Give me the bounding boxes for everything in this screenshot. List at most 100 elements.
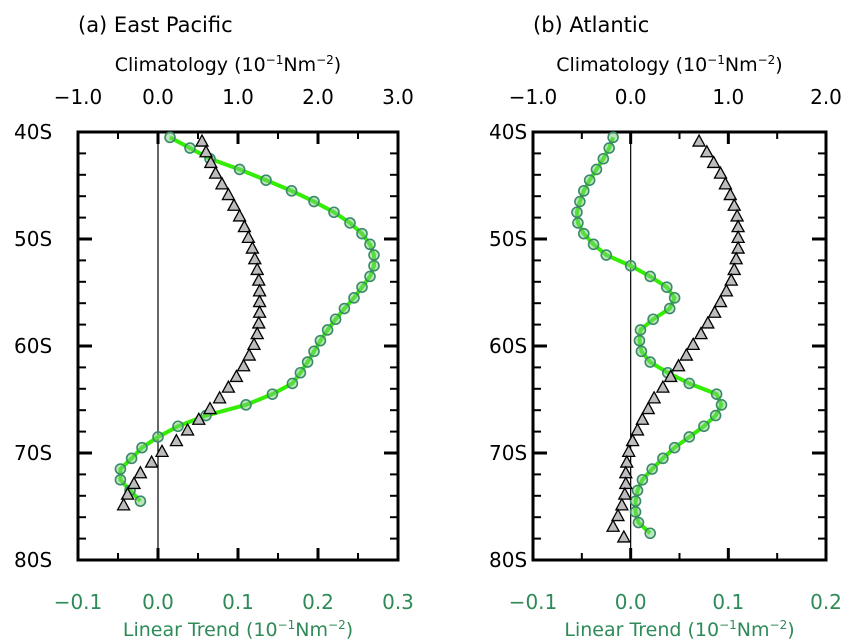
y-tick-label: 50S [14,227,52,251]
climatology-point [647,390,662,404]
trend-point [356,281,368,293]
trend-point [184,142,196,154]
panel-title: (a) East Pacific [78,13,233,37]
top-axis-title: Climatology (10−1Nm−2) [556,53,782,76]
bottom-axis-title-close: ) [346,619,353,640]
climatology-point [169,433,184,447]
climatology-point [729,251,744,265]
bottom-axis-title: Linear Trend (10−1Nm−2) [564,618,794,640]
climatology-point [671,358,686,372]
climatology-point [202,401,218,415]
trend-point [683,377,696,390]
climatology-point [229,369,244,383]
climatology-point [700,315,715,329]
climatology-point [214,176,230,190]
trend-point [344,217,356,229]
top-tick-label: −1.0 [509,85,558,109]
climatology-point [208,165,223,179]
climatology-point [251,272,266,286]
climatology-point [120,486,135,500]
trend-point [633,334,646,347]
climatology-point [616,529,631,543]
climatology-point [226,197,242,211]
climatology-point [245,240,260,254]
trend-point [233,163,246,176]
climatology-point [691,133,707,147]
trend-point [644,270,657,283]
trend-point [266,388,279,400]
climatology-point [144,454,159,468]
trend-point [668,292,681,304]
bottom-axis-title: Linear Trend (10−1Nm−2) [123,618,353,640]
top-axis-title-exp2: −2 [316,53,334,67]
trend-point [661,281,673,293]
climatology-point [730,208,745,222]
bottom-axis-title-exp: −1 [719,618,737,632]
bottom-axis-title-label: Linear Trend (10 [123,619,278,640]
climatology-point [250,326,265,340]
climatology-point [116,497,131,511]
trend-point [368,259,380,272]
trend-point [308,195,320,208]
y-tick-label: 80S [14,548,52,572]
trend-point [577,185,590,197]
plot-frame [531,130,828,562]
trend-point [260,174,272,186]
trend-point [668,441,681,454]
climatology-point [679,347,694,361]
trend-point [603,142,615,154]
climatology-point [731,240,746,254]
top-axis-title-unit_mid: Nm [283,54,316,76]
y-tick-label: 60S [14,334,52,358]
trend-point [329,313,342,326]
top-axis-title-close: ) [334,54,341,76]
panel-1: (b) Atlantic −1.0 0.0 1.0 2.0 −0.1 0.0 0.1 0.2 40… [489,13,842,614]
climatology-point [713,294,728,308]
trend-point [629,495,642,507]
bottom-tick-label: 0.1 [222,590,254,614]
climatology-point [191,411,206,425]
trend-point [577,227,590,240]
trend-point [134,495,147,507]
trend-point [321,324,334,336]
top-axis-title-exp: −1 [266,53,284,67]
panel-title: (b) Atlantic [533,13,649,37]
climatology-point [194,133,210,147]
y-tick-label: 60S [489,334,527,358]
bottom-axis-title-unit_mid: Nm [295,619,328,640]
y-tick-label: 40S [14,120,52,144]
top-tick-label: 1.0 [222,85,254,109]
bottom-axis-title-label: Linear Trend (10 [564,619,719,640]
y-tick-label: 70S [14,441,52,465]
bottom-tick-label: 0.0 [615,590,647,614]
trend-point [644,527,657,540]
top-tick-label: −1.0 [54,85,103,109]
top-tick-label: 0.0 [615,85,647,109]
panel-0: (a) East Pacific −1.0 0.0 1.0 2.0 3.0 −0.1 0.0 0… [14,13,414,614]
trend-point [368,249,380,261]
trend-point [574,195,586,208]
top-tick-label: 2.0 [302,85,334,109]
top-tick-label: 2.0 [810,85,842,109]
trend-point [634,324,647,336]
climatology-point [246,337,262,351]
climatology-point [154,444,170,458]
bottom-axis-title-unit_mid: Nm [737,619,770,640]
y-tick-label: 70S [489,441,527,465]
top-axis-title-exp2: −2 [758,53,776,67]
climatology-point [247,251,262,265]
y-tick-label: 50S [489,227,527,251]
climatology-point [707,304,722,318]
trend-point [624,259,637,272]
trend-point [114,463,127,475]
trend-point [587,238,600,251]
trend-point [646,463,658,475]
trend-point [607,131,619,144]
climatology-point [126,476,142,490]
trend-point [348,292,360,304]
climatology-point [236,358,251,372]
climatology-point [693,326,709,340]
climatology-point [617,486,632,500]
bottom-tick-label: 0.2 [810,590,842,614]
climatology-point [635,411,650,425]
